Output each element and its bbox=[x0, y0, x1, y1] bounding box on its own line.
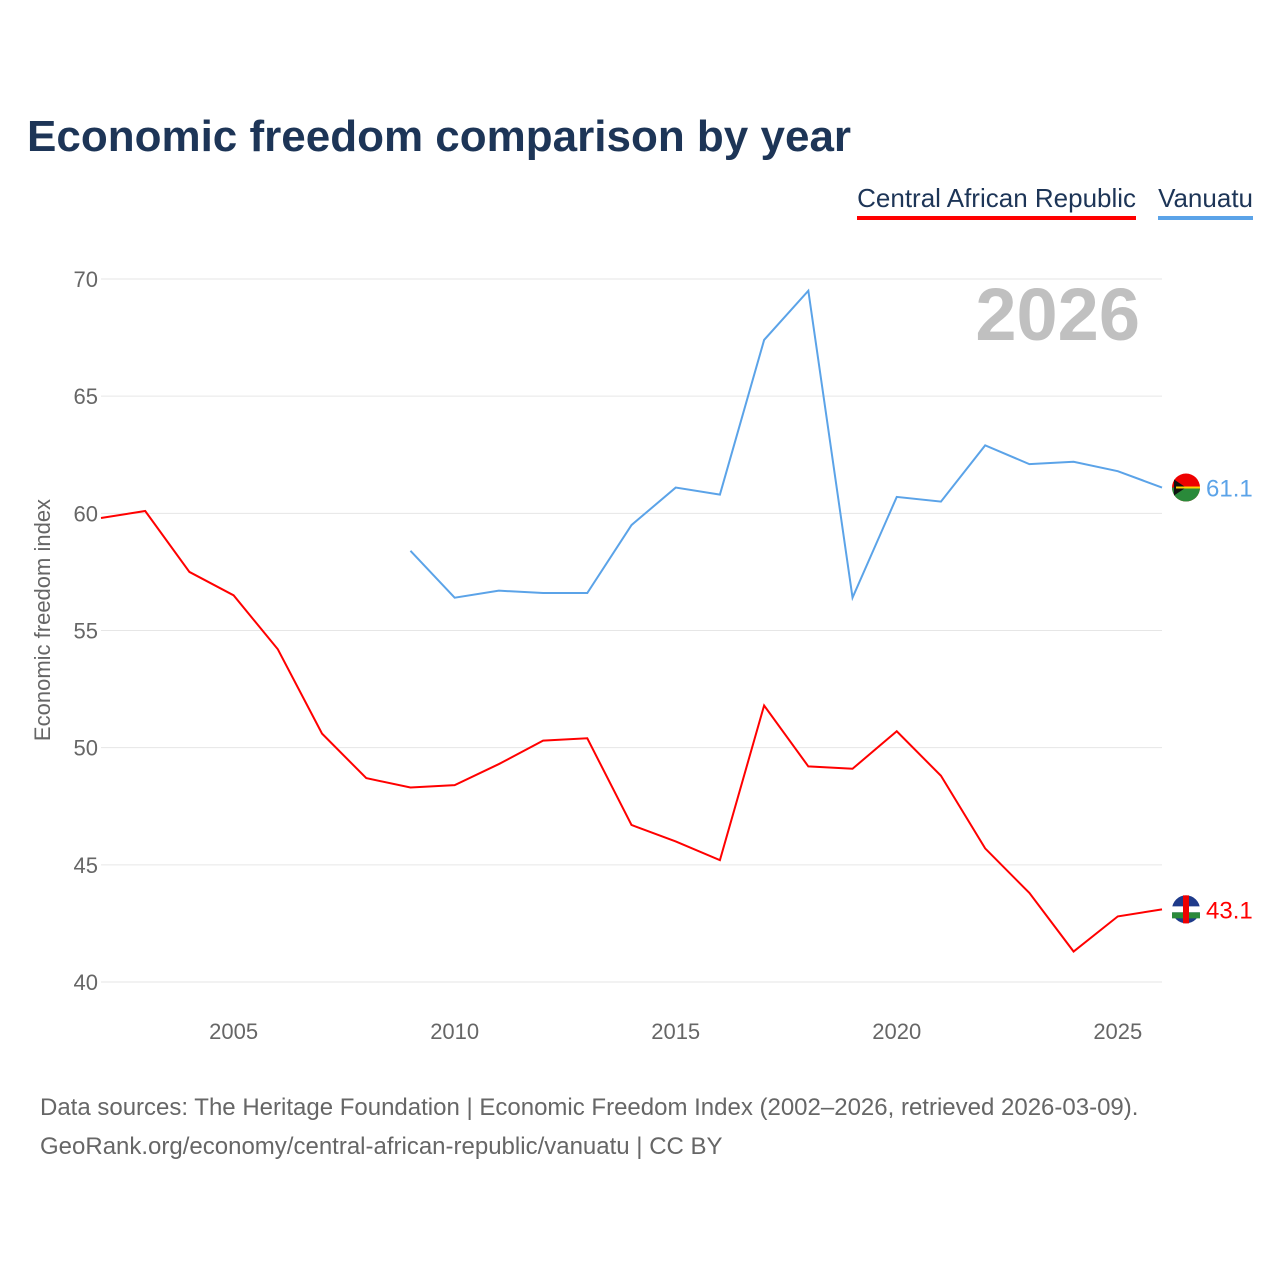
data-point[interactable] bbox=[1115, 913, 1121, 919]
data-point[interactable] bbox=[850, 595, 856, 601]
y-tick-label: 40 bbox=[74, 970, 98, 995]
data-point[interactable] bbox=[1159, 906, 1165, 912]
end-value-label: 61.1 bbox=[1206, 476, 1253, 503]
data-point[interactable] bbox=[717, 857, 723, 863]
legend: Central African Republic Vanuatu bbox=[857, 183, 1253, 220]
data-point[interactable] bbox=[894, 494, 900, 500]
legend-item-car[interactable]: Central African Republic bbox=[857, 183, 1137, 220]
x-tick-label: 2020 bbox=[872, 1019, 921, 1044]
y-tick-label: 55 bbox=[74, 619, 98, 644]
data-point[interactable] bbox=[982, 442, 988, 448]
flag-icon bbox=[1172, 473, 1200, 502]
y-tick-label: 60 bbox=[74, 501, 98, 526]
x-tick-label: 2015 bbox=[651, 1019, 700, 1044]
data-point[interactable] bbox=[584, 735, 590, 741]
data-point[interactable] bbox=[1071, 949, 1077, 955]
source-line-2[interactable]: GeoRank.org/economy/central-african-repu… bbox=[40, 1133, 723, 1160]
data-point[interactable] bbox=[1071, 459, 1077, 465]
y-tick-label: 65 bbox=[74, 384, 98, 409]
data-point[interactable] bbox=[496, 761, 502, 767]
data-point[interactable] bbox=[761, 337, 767, 343]
data-point[interactable] bbox=[1026, 890, 1032, 896]
x-tick-label: 2010 bbox=[430, 1019, 479, 1044]
data-point[interactable] bbox=[850, 766, 856, 772]
chart-title: Economic freedom comparison by year bbox=[27, 112, 852, 161]
data-point[interactable] bbox=[363, 775, 369, 781]
series-line-vanuatu[interactable] bbox=[409, 288, 1163, 602]
data-point[interactable] bbox=[761, 702, 767, 708]
year-watermark: 2026 bbox=[975, 273, 1140, 356]
data-point[interactable] bbox=[717, 492, 723, 498]
data-point[interactable] bbox=[1026, 461, 1032, 467]
data-point[interactable] bbox=[805, 763, 811, 769]
data-point[interactable] bbox=[540, 590, 546, 596]
data-point[interactable] bbox=[319, 731, 325, 737]
data-point[interactable] bbox=[407, 785, 413, 791]
data-point[interactable] bbox=[496, 588, 502, 594]
y-tick-label: 50 bbox=[74, 736, 98, 761]
data-point[interactable] bbox=[938, 773, 944, 779]
data-point[interactable] bbox=[275, 646, 281, 652]
data-point[interactable] bbox=[1115, 468, 1121, 474]
data-point[interactable] bbox=[231, 592, 237, 598]
data-point[interactable] bbox=[938, 499, 944, 505]
data-point[interactable] bbox=[584, 590, 590, 596]
x-tick-label: 2025 bbox=[1093, 1019, 1142, 1044]
data-point[interactable] bbox=[1159, 485, 1165, 491]
flag-icon bbox=[1172, 895, 1200, 924]
data-point[interactable] bbox=[629, 522, 635, 528]
y-tick-label: 70 bbox=[74, 267, 98, 292]
end-value-label: 43.1 bbox=[1206, 897, 1253, 924]
data-point[interactable] bbox=[452, 782, 458, 788]
data-point[interactable] bbox=[673, 485, 679, 491]
source-note: Data sources: The Heritage Foundation | … bbox=[40, 1088, 1138, 1166]
x-tick-label: 2005 bbox=[209, 1019, 258, 1044]
series-line-car[interactable] bbox=[100, 509, 1163, 953]
data-point[interactable] bbox=[452, 595, 458, 601]
y-axis-label: Economic freedom index bbox=[30, 499, 55, 741]
data-point[interactable] bbox=[982, 845, 988, 851]
data-point[interactable] bbox=[186, 569, 192, 575]
data-point[interactable] bbox=[673, 838, 679, 844]
y-tick-label: 45 bbox=[74, 853, 98, 878]
data-point[interactable] bbox=[629, 822, 635, 828]
source-line-1: Data sources: The Heritage Foundation | … bbox=[40, 1094, 1139, 1121]
data-point[interactable] bbox=[805, 288, 811, 294]
legend-item-vanuatu[interactable]: Vanuatu bbox=[1158, 183, 1253, 220]
data-point[interactable] bbox=[894, 728, 900, 734]
data-point[interactable] bbox=[98, 515, 104, 521]
data-point[interactable] bbox=[407, 548, 413, 554]
data-point[interactable] bbox=[142, 508, 148, 514]
data-point[interactable] bbox=[540, 738, 546, 744]
